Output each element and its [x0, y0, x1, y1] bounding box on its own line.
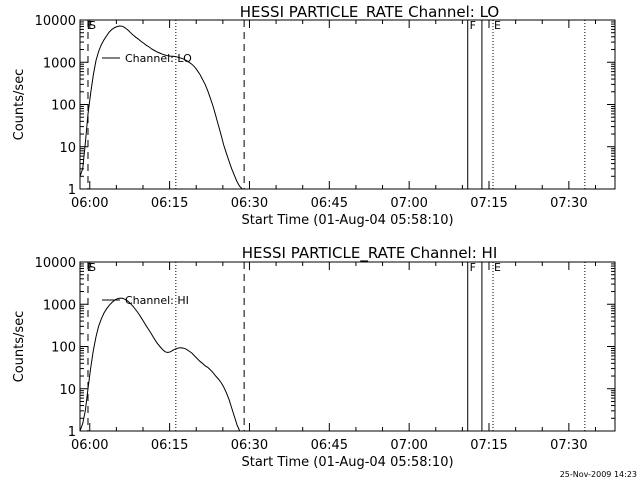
y-tick-label: 10	[59, 383, 76, 398]
flag-label: E	[87, 261, 94, 274]
panel-lo: HESSI PARTICLE_RATE Channel: LO 06:00 06:1…	[12, 3, 616, 228]
y-tick-label: 1000	[43, 56, 76, 71]
y-axis-label: Counts/sec	[12, 69, 27, 141]
y-tick-label: 10000	[35, 14, 76, 29]
y-tick-label: 100	[51, 341, 76, 356]
series-line	[79, 297, 241, 432]
x-tick-label: 07:00	[390, 438, 427, 453]
flag-label: F	[470, 19, 476, 32]
y-axis-label: Counts/sec	[12, 311, 27, 383]
chart-title: HESSI PARTICLE_RATE Channel: HI	[242, 244, 498, 263]
x-tick-label: 06:30	[231, 438, 268, 453]
legend-label: Channel: HI	[125, 294, 189, 307]
x-tick-label: 06:15	[151, 196, 188, 211]
x-tick-label: 06:00	[71, 438, 108, 453]
y-tick-label: 1000	[43, 298, 76, 313]
y-tick-label: 10	[59, 141, 76, 156]
x-tick-label: 07:15	[470, 196, 507, 211]
flag-label: S	[89, 19, 96, 32]
series-line	[79, 25, 243, 190]
x-tick-label: 07:15	[470, 438, 507, 453]
x-tick-label: 07:30	[550, 438, 587, 453]
x-tick-label: 06:15	[151, 438, 188, 453]
flag-label: S	[89, 261, 96, 274]
flag-label: E	[494, 19, 501, 32]
flag-label: E	[494, 261, 501, 274]
footer-timestamp: 25-Nov-2009 14:23	[560, 470, 637, 479]
x-tick-label: 07:00	[390, 196, 427, 211]
legend-label: Channel: LO	[125, 52, 192, 65]
x-tick-label: 06:45	[311, 196, 348, 211]
plot-frame	[79, 19, 616, 190]
y-tick-label: 100	[51, 99, 76, 114]
flag-label: F	[470, 261, 476, 274]
y-tick-label: 1	[68, 183, 76, 198]
x-tick-label: 06:30	[231, 196, 268, 211]
y-tick-label: 1	[68, 425, 76, 440]
chart-title: HESSI PARTICLE_RATE Channel: LO	[240, 3, 499, 22]
x-tick-label: 06:00	[71, 196, 108, 211]
x-axis-label: Start Time (01-Aug-04 05:58:10)	[241, 213, 453, 228]
panel-hi: HESSI PARTICLE_RATE Channel: HI 06:00 06:1…	[12, 244, 616, 470]
x-tick-label: 07:30	[550, 196, 587, 211]
x-axis-label: Start Time (01-Aug-04 05:58:10)	[241, 455, 453, 470]
flag-label: E	[87, 19, 94, 32]
x-tick-label: 06:45	[311, 438, 348, 453]
y-tick-label: 10000	[35, 256, 76, 271]
